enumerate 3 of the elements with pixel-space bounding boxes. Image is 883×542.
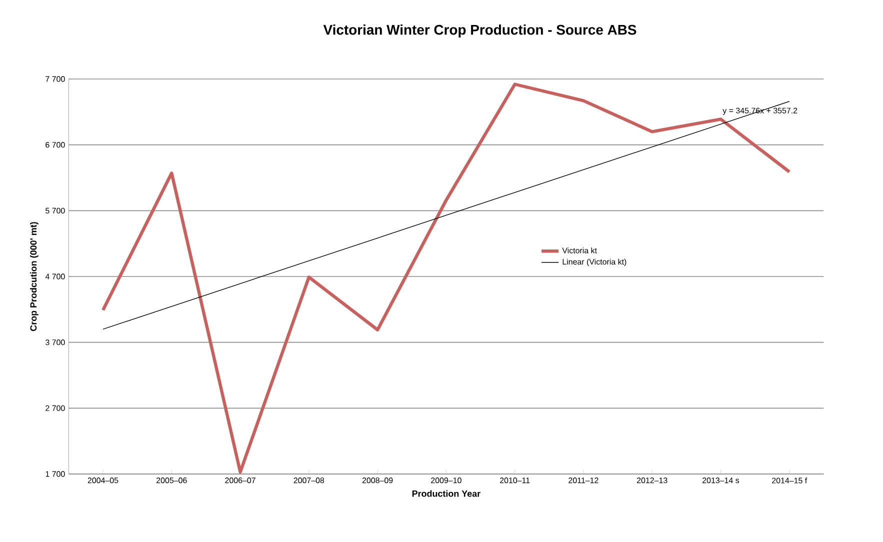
chart-title: Victorian Winter Crop Production - Source ABS <box>323 24 636 38</box>
x-axis-title: Production Year <box>412 490 480 497</box>
y-axis-title: Crop Prodcution (000' mt) <box>30 222 38 331</box>
